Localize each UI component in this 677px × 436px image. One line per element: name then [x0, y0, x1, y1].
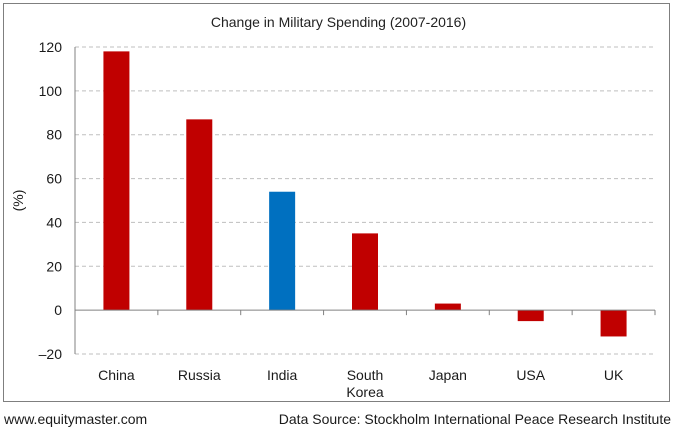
- bar-india: [269, 191, 296, 311]
- y-tick-label: –20: [39, 346, 63, 362]
- bar-usa: [517, 310, 544, 322]
- x-tick-label: China: [98, 367, 135, 383]
- data-source: Data Source: Stockholm International Pea…: [278, 411, 671, 427]
- y-tick-label: 80: [46, 127, 62, 143]
- bar-russia: [186, 119, 213, 311]
- chart-title: Change in Military Spending (2007-2016): [210, 14, 467, 30]
- bar-uk: [600, 310, 627, 337]
- y-tick-label: 20: [46, 258, 62, 274]
- bar-south-korea: [352, 233, 378, 311]
- website-credit: www.equitymaster.com: [4, 411, 148, 427]
- y-tick-label: 0: [54, 302, 62, 318]
- y-tick-label: 120: [39, 39, 63, 55]
- x-tick-label: UK: [604, 367, 624, 383]
- bar-japan: [434, 303, 461, 311]
- x-tick-label: Japan: [429, 367, 467, 383]
- x-tick-label: India: [267, 367, 298, 383]
- x-tick-label: USA: [516, 367, 545, 383]
- y-tick-label: 60: [46, 171, 62, 187]
- y-tick-label: 100: [39, 83, 63, 99]
- bar-china: [103, 51, 130, 311]
- x-tick-label: Russia: [178, 367, 221, 383]
- x-tick-label: South Korea: [346, 367, 384, 400]
- y-axis-label: (%): [10, 190, 26, 212]
- y-tick-label: 40: [46, 214, 62, 230]
